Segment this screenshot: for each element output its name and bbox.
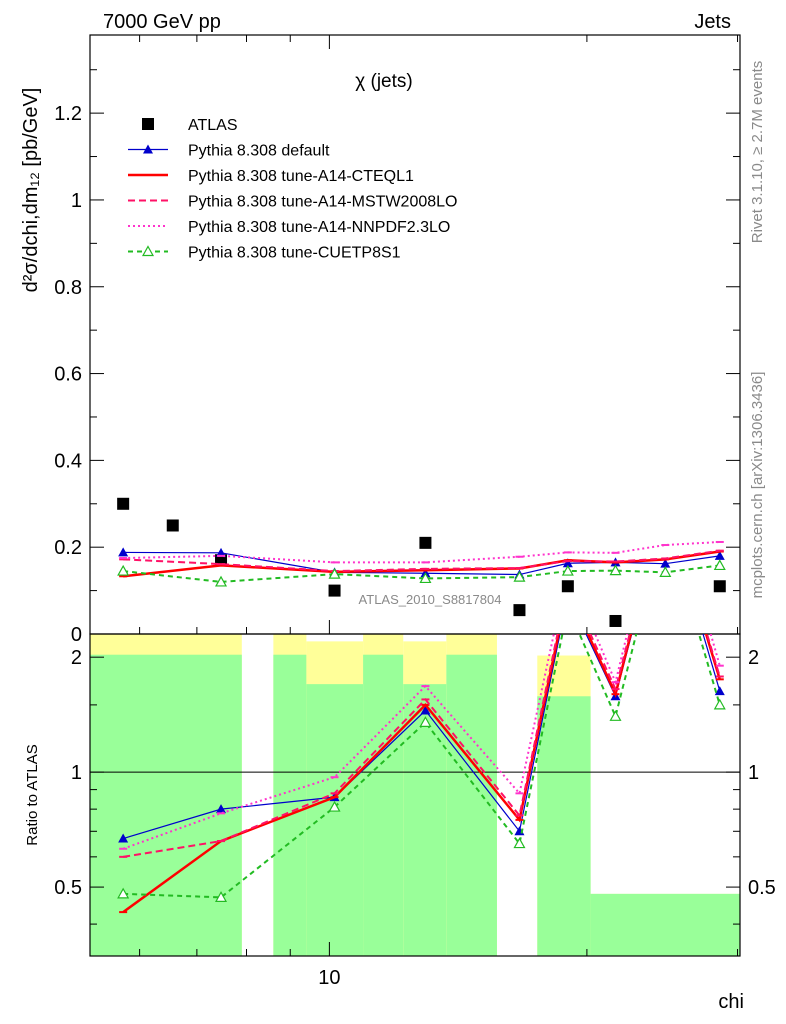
open-triangle-marker (713, 559, 726, 571)
open-triangle-marker (713, 698, 726, 710)
atlas-data-point (328, 584, 341, 597)
ratio-ytick-label-right: 0.5 (748, 877, 776, 899)
axes-frames (89, 34, 741, 957)
ratio-ytick-label: 0.5 (54, 877, 82, 899)
band-green-6 (537, 696, 591, 956)
ratio-frame (89, 633, 741, 957)
ratio-ytick-label: 2 (71, 647, 82, 669)
ratio-series-2 (119, 634, 724, 858)
open-triangle-marker (513, 570, 526, 582)
legend-label: ATLAS (188, 117, 238, 134)
ratio-series-line (123, 634, 721, 899)
open-triangle-marker (513, 837, 526, 849)
x-tick-label: 10 (318, 967, 340, 989)
legend-label: Pythia 8.308 tune-A14-MSTW2008LO (188, 194, 457, 211)
open-triangle-marker (609, 710, 622, 721)
open-triangle-marker (328, 800, 341, 812)
band-green-3 (363, 654, 404, 956)
legend-label: Pythia 8.308 tune-A14-NNPDF2.3LO (188, 219, 450, 236)
main-series-line-group (119, 549, 724, 573)
legend-label: Pythia 8.308 default (188, 143, 330, 160)
triangle-marker (118, 833, 129, 843)
ratio-series-4 (117, 634, 726, 902)
legend-entry-0: ATLAS (142, 117, 238, 134)
open-triangle-marker (117, 564, 130, 576)
main-ytick-label: 1 (71, 190, 82, 212)
ratio-series-0 (118, 634, 725, 843)
atlas-data-point (117, 497, 130, 510)
main-series-4 (119, 540, 724, 564)
atlas-data-point (513, 604, 526, 617)
open-triangle-marker (561, 564, 574, 576)
triangle-marker (118, 547, 129, 557)
ratio-ytick-label-right: 2 (748, 647, 759, 669)
legend-entry-2: Pythia 8.308 tune-A14-CTEQL1 (128, 168, 414, 185)
open-triangle-marker (609, 564, 622, 576)
legend: ATLAS Pythia 8.308 default Pythia 8.308 tu… (128, 117, 457, 262)
ratio-uncertainty-bands (90, 634, 740, 956)
triangle-marker (660, 558, 671, 568)
atlas-data-point (166, 519, 179, 532)
legend-entry-5: Pythia 8.308 tune-CUETP8S1 (128, 245, 401, 262)
ratio-ytick-label: 1 (71, 762, 82, 784)
open-triangle-marker (117, 887, 130, 899)
ratio-y-axis-label: Ratio to ATLAS (24, 744, 41, 845)
legend-entry-1: Pythia 8.308 default (128, 143, 330, 160)
main-ytick-label: 0.2 (54, 537, 82, 559)
legend-entry-4: Pythia 8.308 tune-A14-NNPDF2.3LO (128, 219, 450, 236)
band-green-0 (90, 654, 242, 956)
ratio-series-1 (119, 634, 724, 914)
rivet-version-text: Rivet 3.1.10, ≥ 2.7M events (749, 61, 766, 244)
open-triangle-marker (214, 891, 228, 902)
axis-ticks: 0 0.2 0.4 0.6 0.8 1 1.2 0.5 0.5 1 1 2 2 10 (54, 35, 776, 989)
main-series-5 (117, 559, 726, 587)
main-y-axis-label: d²σ/dchi,dm₁₂ [pb/GeV] (20, 88, 42, 293)
band-green-2 (306, 684, 364, 956)
triangle-marker (216, 804, 227, 814)
main-ytick-label: 0.6 (54, 364, 82, 386)
atlas-data-point (609, 614, 622, 627)
legend-entry-3: Pythia 8.308 tune-A14-MSTW2008LO (128, 194, 457, 211)
open-triangle-marker (659, 566, 672, 577)
header-left: 7000 GeV pp (103, 11, 221, 33)
x-axis-label: chi (718, 991, 744, 1013)
ratio-ytick-label-right: 1 (748, 762, 759, 784)
triangle-marker (562, 558, 573, 568)
main-series-line-group (119, 540, 724, 564)
atlas-data-point (561, 580, 574, 593)
legend-atlas-marker (142, 118, 154, 130)
main-series-3 (119, 549, 724, 573)
legend-label: Pythia 8.308 tune-CUETP8S1 (188, 245, 401, 262)
main-ytick-label: 1.2 (54, 103, 82, 125)
watermark: ATLAS_2010_S8817804 (359, 592, 502, 607)
band-green-5 (446, 654, 497, 956)
main-ytick-label: 0 (71, 624, 82, 646)
open-triangle-marker (141, 245, 155, 257)
data-series (117, 497, 726, 914)
band-green-7 (590, 893, 740, 956)
main-ytick-label: 0.8 (54, 277, 82, 299)
open-triangle-marker (328, 567, 341, 579)
main-series-line-group (117, 559, 726, 587)
ratio-series-3 (119, 634, 724, 850)
triangle-marker (216, 547, 227, 557)
main-ytick-label: 0.4 (54, 450, 82, 472)
open-triangle-marker (214, 575, 228, 587)
triangle-marker (714, 550, 725, 560)
triangle-marker (714, 686, 725, 696)
band-green-4 (403, 684, 447, 956)
legend-label: Pythia 8.308 tune-A14-CTEQL1 (188, 168, 414, 185)
mcplots-text: mcplots.cern.ch [arXiv:1306.3436] (749, 372, 766, 599)
triangle-marker (143, 144, 153, 154)
triangle-marker (420, 705, 431, 715)
band-green-1 (273, 654, 307, 956)
open-triangle-marker (419, 716, 432, 727)
open-triangle-marker (419, 572, 432, 584)
atlas-data-point (419, 536, 432, 549)
atlas-data-point (713, 580, 726, 593)
header-right: Jets (694, 11, 731, 33)
main-title: χ (jets) (355, 71, 412, 92)
